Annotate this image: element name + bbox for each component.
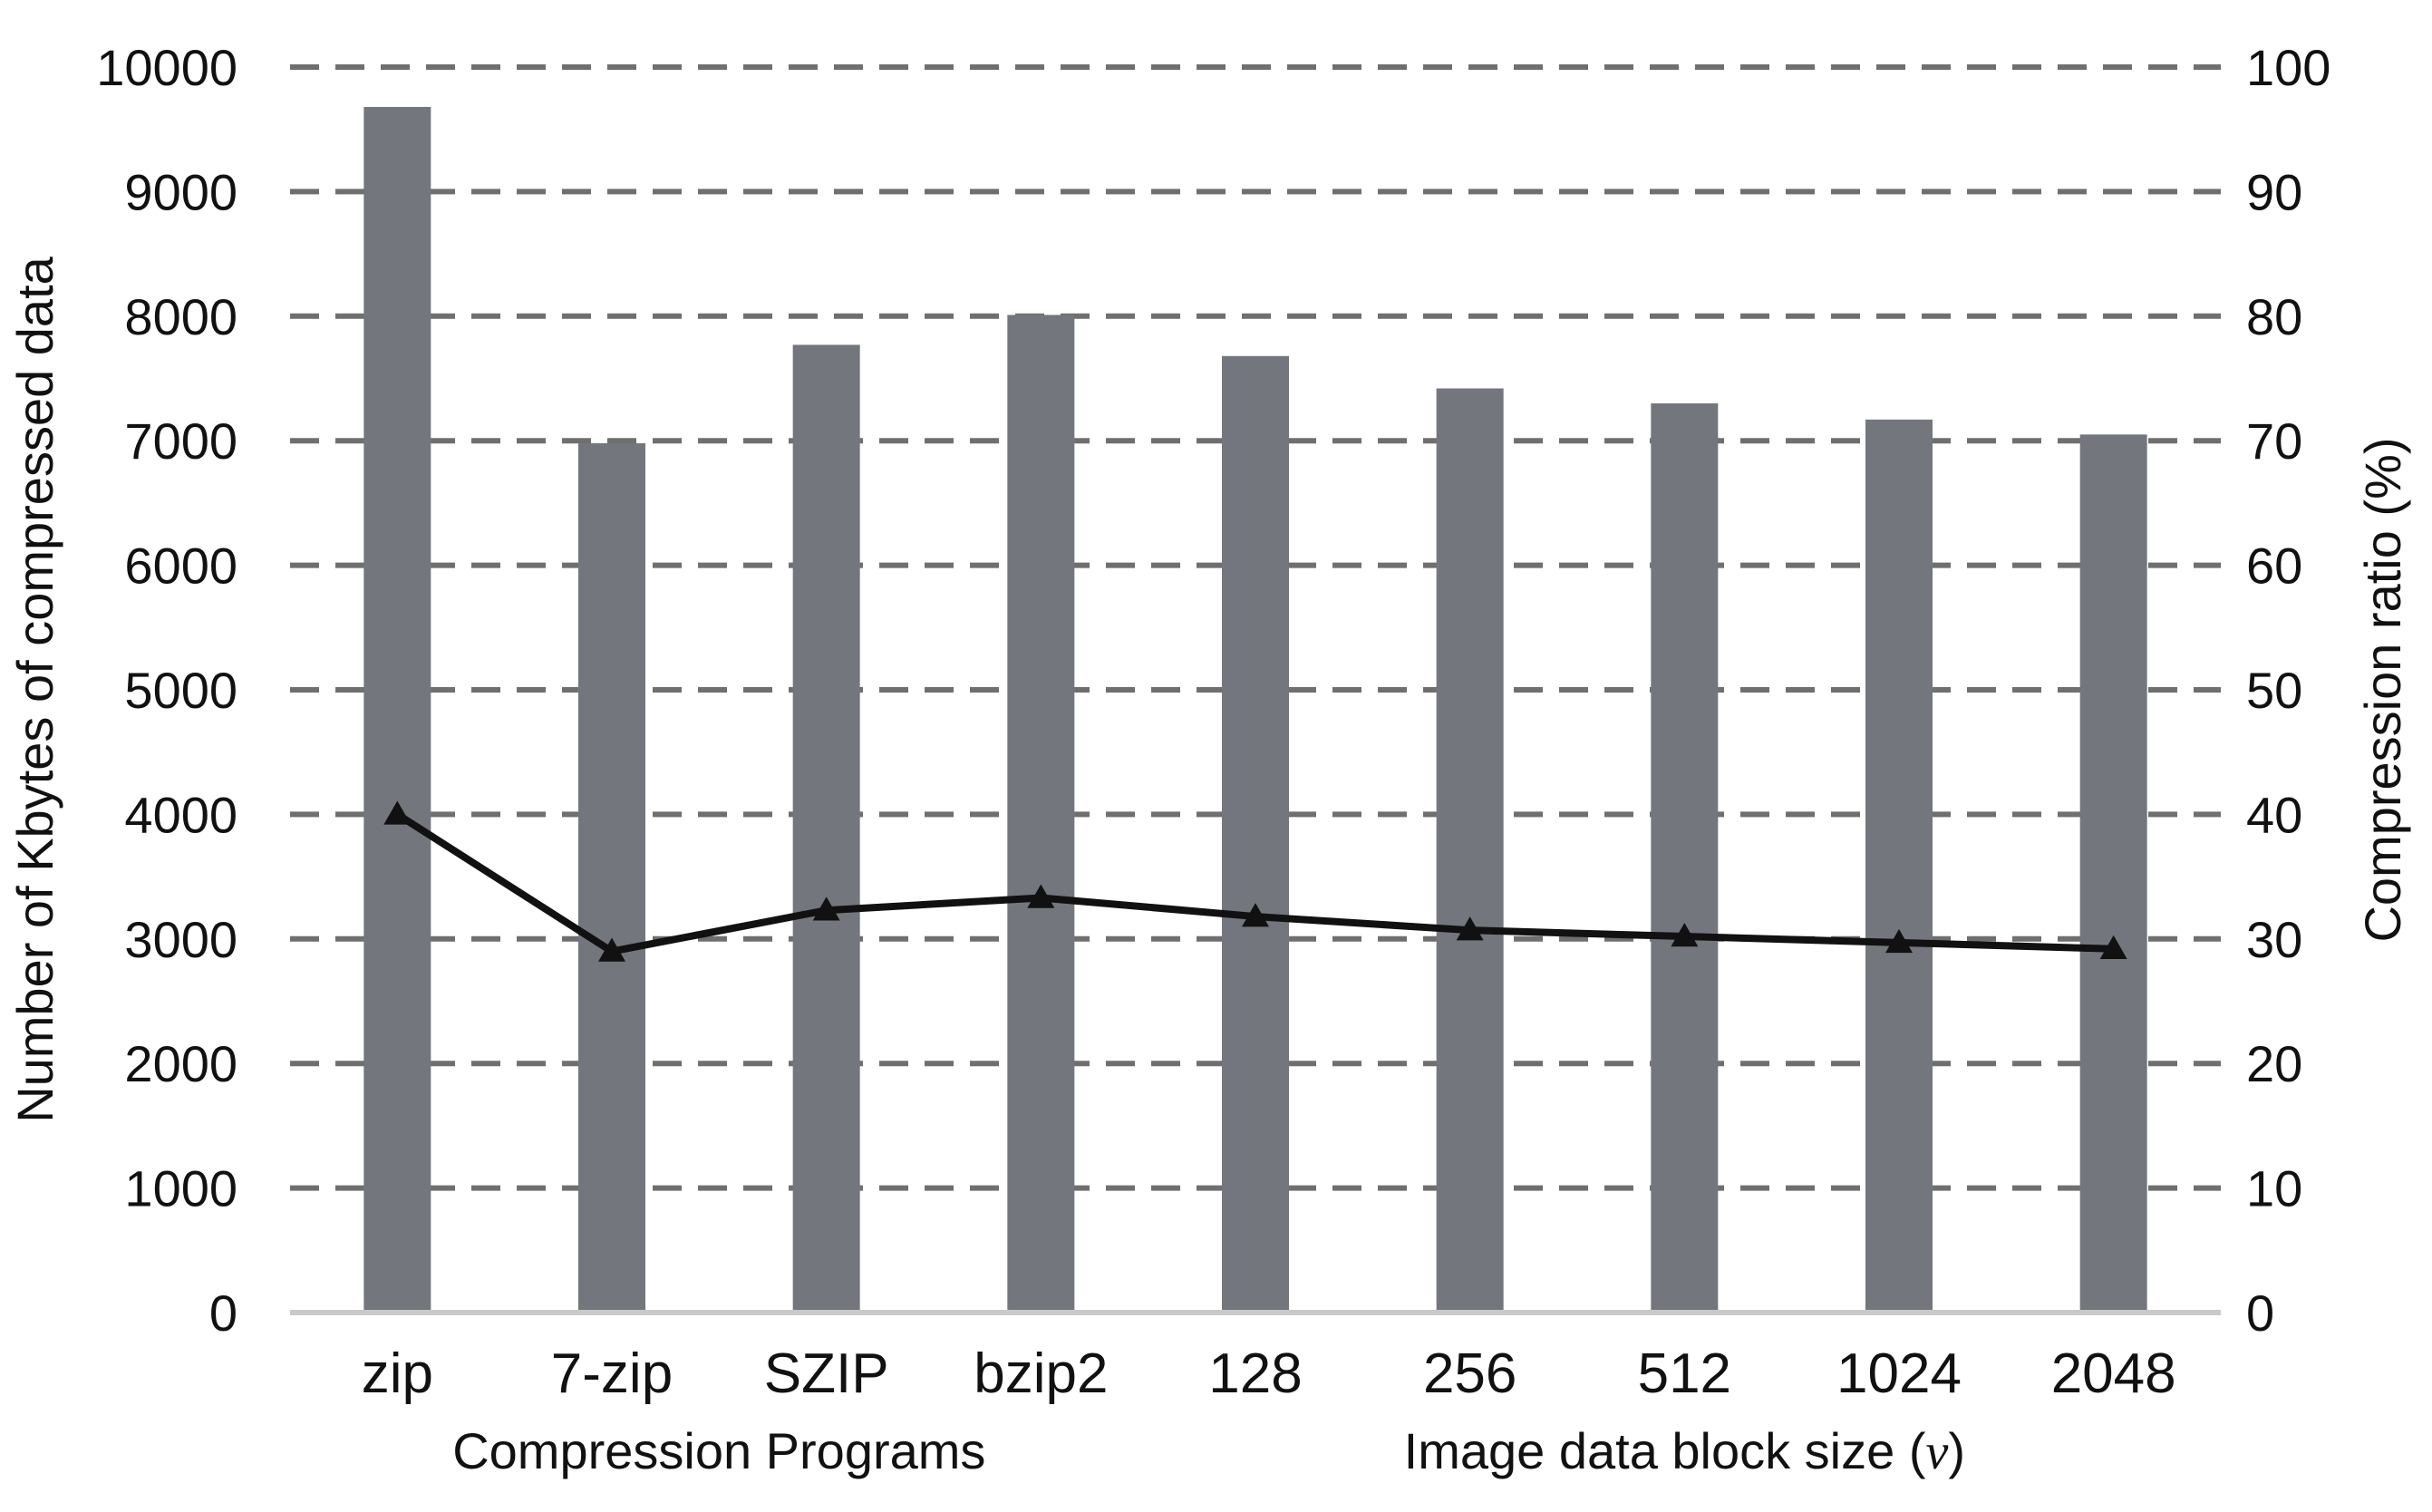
y-tick-label-left: 7000	[124, 412, 237, 470]
x-tick-label: 7-zip	[551, 1342, 673, 1405]
y-tick-label-left: 3000	[124, 911, 237, 968]
bar	[2079, 434, 2147, 1313]
y-tick-label-left: 9000	[124, 163, 237, 220]
x-group-label: Compression Programs	[452, 1422, 985, 1479]
ratio-point	[1242, 903, 1269, 927]
y-tick-label-right: 50	[2246, 662, 2302, 719]
bar	[1865, 419, 1933, 1313]
bar	[792, 344, 860, 1313]
y-tick-label-right: 90	[2246, 163, 2302, 220]
ratio-point	[812, 897, 840, 921]
x-tick-label: bzip2	[974, 1342, 1108, 1405]
y-tick-label-left: 2000	[124, 1035, 237, 1092]
y-tick-label-left: 1000	[124, 1160, 237, 1217]
x-tick-label: SZIP	[764, 1342, 889, 1405]
ratio-point	[1027, 884, 1055, 908]
y-axis-title-right: Compression ratio (%)	[2354, 437, 2411, 942]
x-tick-label: 256	[1423, 1342, 1516, 1405]
y-tick-label-left: 4000	[124, 786, 237, 843]
y-tick-label-right: 100	[2246, 39, 2330, 96]
ratio-point	[1456, 916, 1484, 941]
bar	[578, 442, 645, 1313]
y-tick-label-right: 0	[2246, 1284, 2274, 1342]
y-tick-label-right: 30	[2246, 911, 2302, 968]
y-tick-label-left: 8000	[124, 288, 237, 345]
y-tick-label-left: 0	[209, 1284, 237, 1342]
ratio-point	[1885, 928, 1913, 954]
bar	[1007, 315, 1075, 1313]
bar	[1436, 388, 1504, 1313]
x-tick-label: 1024	[1836, 1342, 1962, 1405]
ratio-point	[1671, 923, 1699, 947]
y-tick-label-left: 6000	[124, 538, 237, 595]
x-tick-label: 512	[1638, 1342, 1731, 1405]
bar	[363, 106, 431, 1313]
y-tick-label-left: 5000	[124, 662, 237, 719]
bar	[1651, 402, 1719, 1313]
ratio-point	[383, 800, 412, 825]
ratio-point	[598, 937, 625, 962]
x-tick-label: zip	[362, 1342, 433, 1405]
y-tick-label-right: 20	[2246, 1035, 2302, 1092]
ratio-point	[2099, 935, 2127, 960]
bar	[1222, 355, 1289, 1313]
y-tick-label-right: 60	[2246, 538, 2302, 595]
y-tick-label-right: 40	[2246, 786, 2302, 843]
x-group-label: Image data block size (v)	[1404, 1422, 1965, 1480]
y-tick-label-right: 80	[2246, 288, 2302, 345]
y-tick-label-right: 10	[2246, 1160, 2302, 1217]
y-tick-label-right: 70	[2246, 412, 2302, 470]
x-tick-label: 128	[1208, 1342, 1302, 1405]
y-tick-label-left: 10000	[96, 39, 237, 96]
x-tick-label: 2048	[2051, 1342, 2176, 1405]
y-axis-title-left: Number of Kbytes of compressed data	[6, 256, 63, 1122]
